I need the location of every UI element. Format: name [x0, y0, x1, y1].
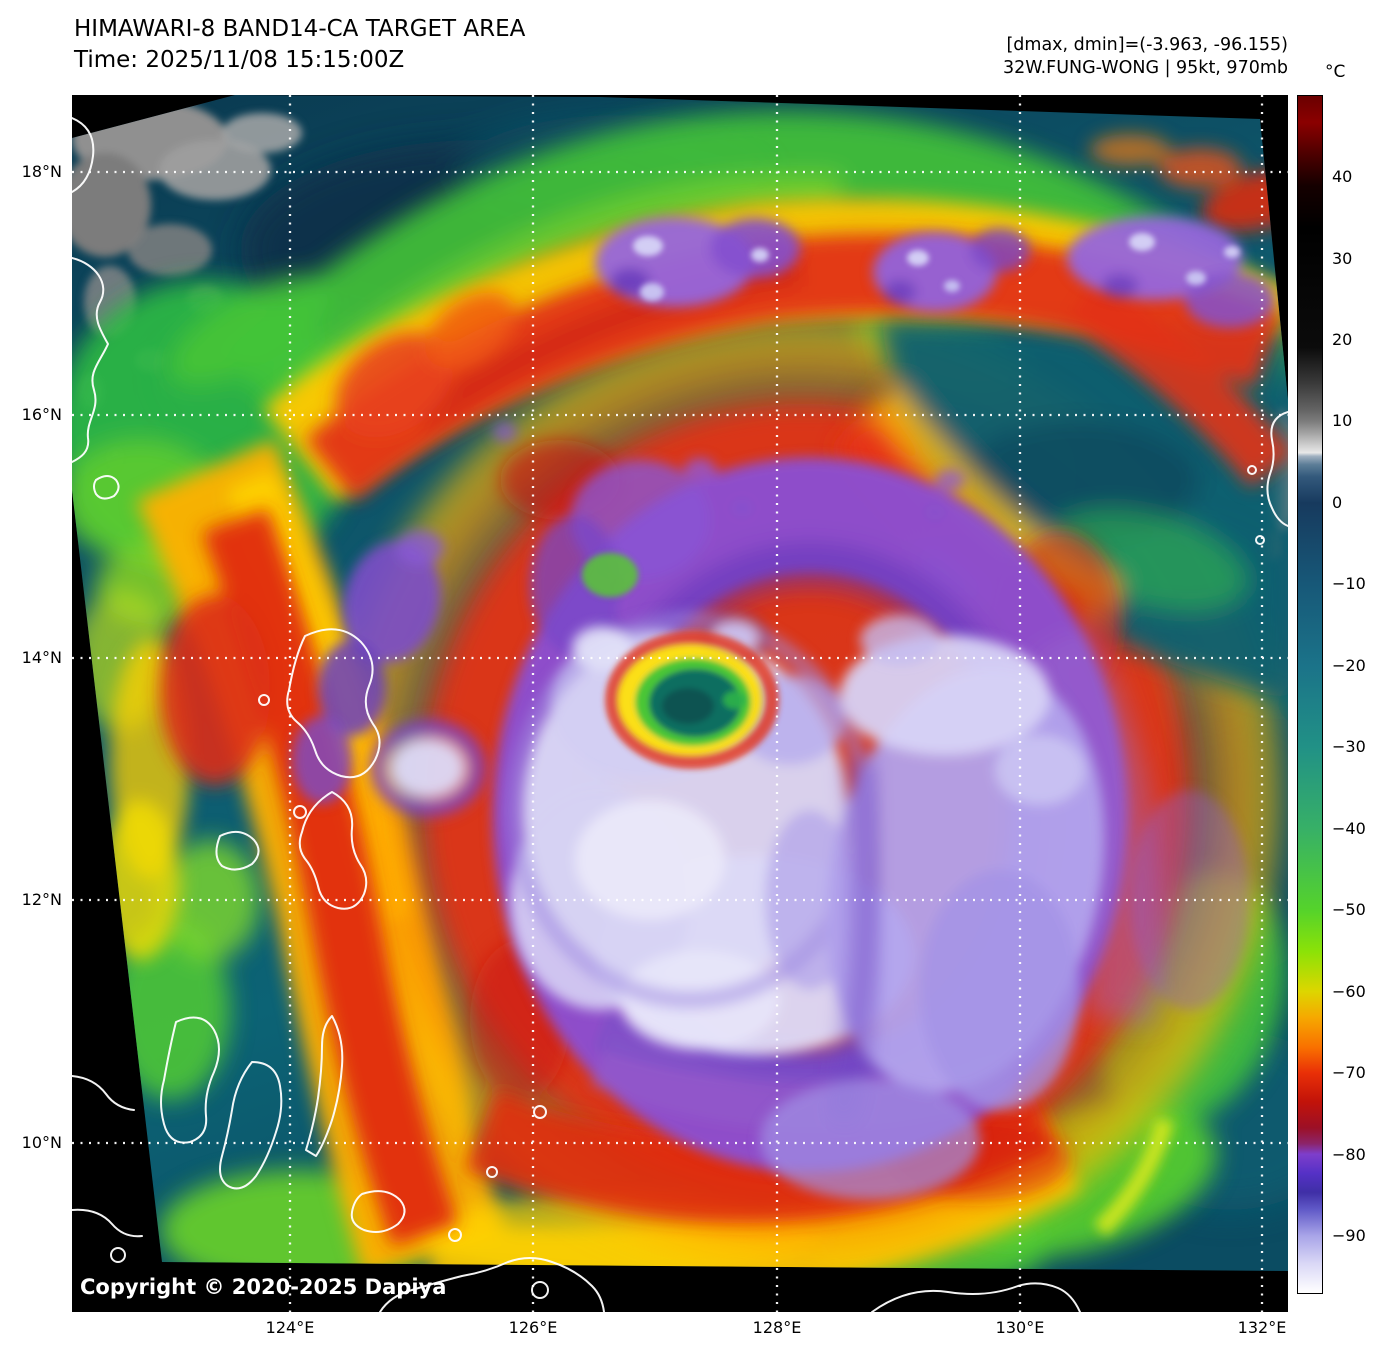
colorbar-tick-label: −90 — [1332, 1226, 1366, 1245]
colorbar-tick-label: −70 — [1332, 1063, 1366, 1082]
lat-tick-label: 18°N — [21, 162, 62, 181]
lon-tick-label: 128°E — [752, 1318, 802, 1337]
typhoon-eye — [582, 553, 779, 769]
colorbar-tick-label: 0 — [1332, 493, 1343, 512]
dmax-dmin-readout: [dmax, dmin]=(-3.963, -96.155) — [1006, 35, 1288, 55]
storm-info-readout: 32W.FUNG-WONG | 95kt, 970mb — [1003, 58, 1288, 78]
copyright-watermark: Copyright © 2020-2025 Dapiya — [80, 1275, 447, 1299]
lat-tick-label: 14°N — [21, 648, 62, 667]
colorbar-tick-label: −30 — [1332, 737, 1366, 756]
satellite-imagery — [72, 95, 1288, 1312]
swath-imagery — [72, 95, 1288, 1271]
map-plot-area: Copyright © 2020-2025 Dapiya — [72, 95, 1288, 1312]
colorbar-tick-label: −40 — [1332, 819, 1366, 838]
colorbar-tick-label: −60 — [1332, 982, 1366, 1001]
colorbar-tick-label: 40 — [1332, 167, 1353, 186]
temperature-colorbar — [1297, 95, 1323, 1294]
colorbar-tick-label: −80 — [1332, 1145, 1366, 1164]
colorbar-tick-label: 30 — [1332, 249, 1353, 268]
colorbar-tick-label: 10 — [1332, 411, 1353, 430]
colorbar-tick-label: 20 — [1332, 330, 1353, 349]
lat-tick-label: 12°N — [21, 890, 62, 909]
colorbar-tick-label: −20 — [1332, 656, 1366, 675]
lon-tick-label: 126°E — [508, 1318, 558, 1337]
lon-tick-label: 124°E — [265, 1318, 315, 1337]
coastlines-overlay — [72, 117, 1288, 1312]
lon-tick-label: 132°E — [1237, 1318, 1287, 1337]
page-title: HIMAWARI-8 BAND14-CA TARGET AREA — [74, 16, 526, 42]
lat-tick-label: 10°N — [21, 1133, 62, 1152]
timestamp-line: Time: 2025/11/08 15:15:00Z — [74, 47, 405, 73]
central-dense-overcast — [371, 611, 1105, 1200]
graticule-gridlines — [72, 95, 1288, 1312]
colorbar-tick-label: −50 — [1332, 900, 1366, 919]
colorbar-unit-label: °C — [1325, 62, 1346, 82]
header-right-block: [dmax, dmin]=(-3.963, -96.155) 32W.FUNG-… — [1003, 34, 1288, 80]
lon-tick-label: 130°E — [995, 1318, 1045, 1337]
lat-tick-label: 16°N — [21, 405, 62, 424]
colorbar-tick-label: −10 — [1332, 574, 1366, 593]
